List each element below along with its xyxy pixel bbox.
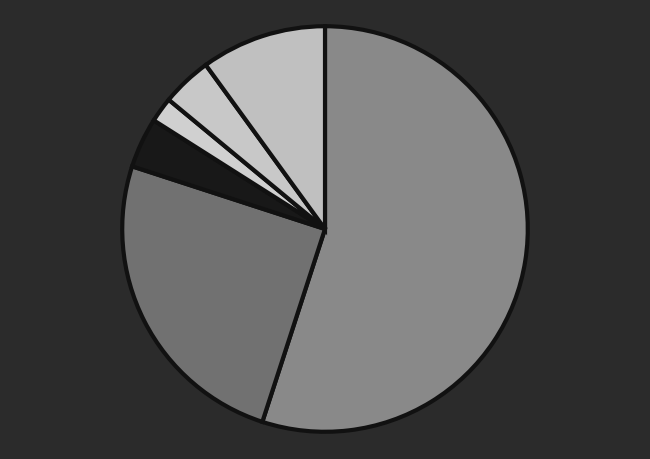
Wedge shape <box>169 66 325 230</box>
Wedge shape <box>132 121 325 230</box>
Wedge shape <box>206 27 325 230</box>
Wedge shape <box>154 101 325 230</box>
Wedge shape <box>263 27 528 432</box>
Wedge shape <box>122 167 325 422</box>
